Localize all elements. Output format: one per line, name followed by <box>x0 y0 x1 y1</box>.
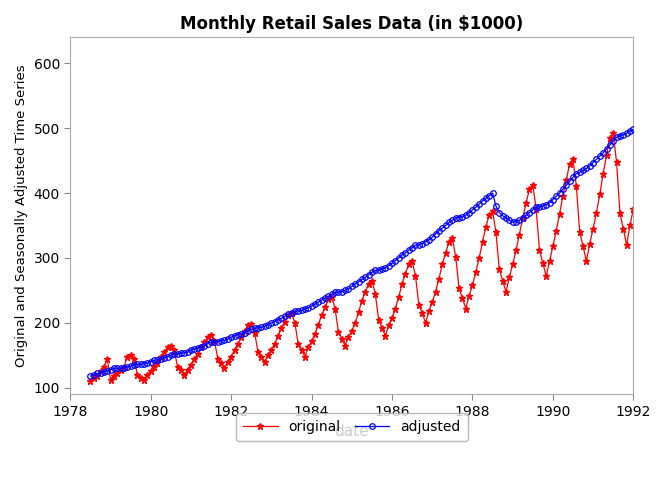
adjusted <box>502 214 510 220</box>
adjusted <box>87 373 95 379</box>
original <box>87 378 95 384</box>
Line: adjusted: adjusted <box>88 126 666 379</box>
Title: Monthly Retail Sales Data (in $1000): Monthly Retail Sales Data (in $1000) <box>180 15 523 33</box>
Line: original: original <box>87 52 666 384</box>
adjusted <box>633 125 641 131</box>
X-axis label: date: date <box>334 424 369 439</box>
original <box>663 229 666 235</box>
adjusted <box>133 362 141 368</box>
original <box>579 244 587 250</box>
original <box>174 364 182 370</box>
original <box>502 288 510 294</box>
Y-axis label: Original and Seasonally Adjusted Time Series: Original and Seasonally Adjusted Time Se… <box>15 64 28 367</box>
Legend: original, adjusted: original, adjusted <box>236 413 468 441</box>
original <box>133 372 141 378</box>
adjusted <box>579 168 587 173</box>
adjusted <box>174 351 182 357</box>
